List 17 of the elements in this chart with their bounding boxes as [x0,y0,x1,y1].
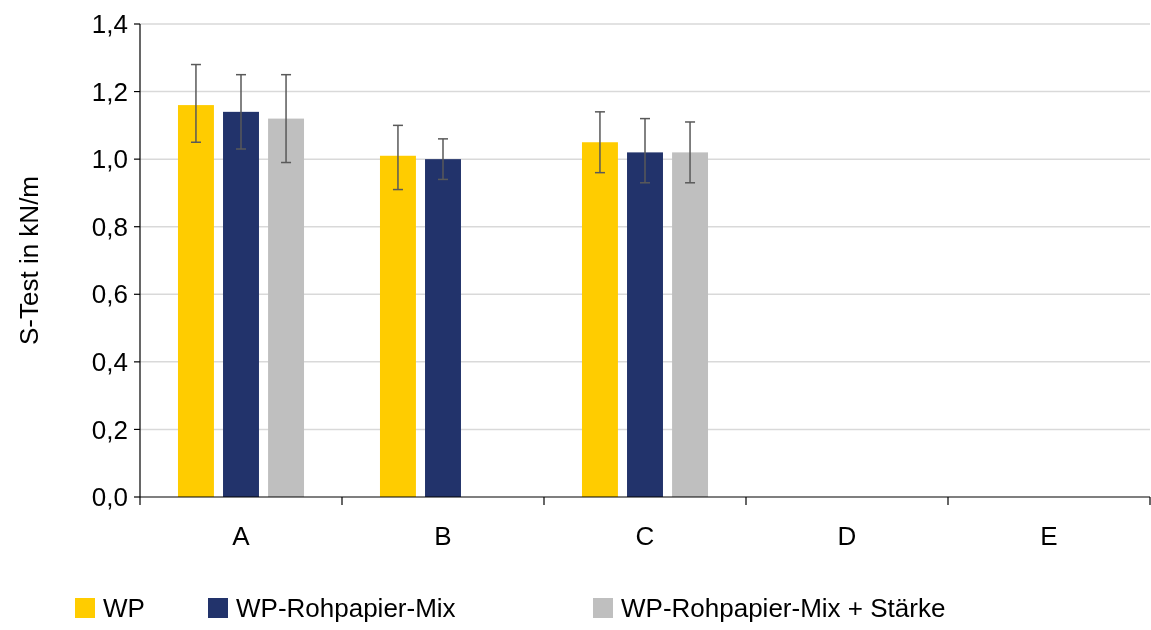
y-tick-label: 1,4 [91,9,128,40]
y-tick-label: 0,6 [91,279,128,310]
x-tick-label: D [837,521,857,551]
legend-label: WP-Rohpapier-Mix + Stärke [621,593,946,624]
y-tick-label: 1,0 [91,144,128,175]
x-tick-label: A [232,521,251,551]
y-tick-label: 0,0 [91,482,128,513]
y-tick-label: 0,8 [91,211,128,242]
y-tick-label: 1,2 [91,76,128,107]
legend-label: WP-Rohpapier-Mix [236,593,456,624]
y-tick-label: 0,2 [91,414,128,445]
x-tick-label: C [635,521,655,551]
x-tick-label: B [434,521,452,551]
legend-label: WP [103,593,145,624]
y-tick-label: 0,4 [91,346,128,377]
x-tick-label: E [1040,521,1058,551]
y-axis-title: S-Test in kN/m [14,175,44,346]
